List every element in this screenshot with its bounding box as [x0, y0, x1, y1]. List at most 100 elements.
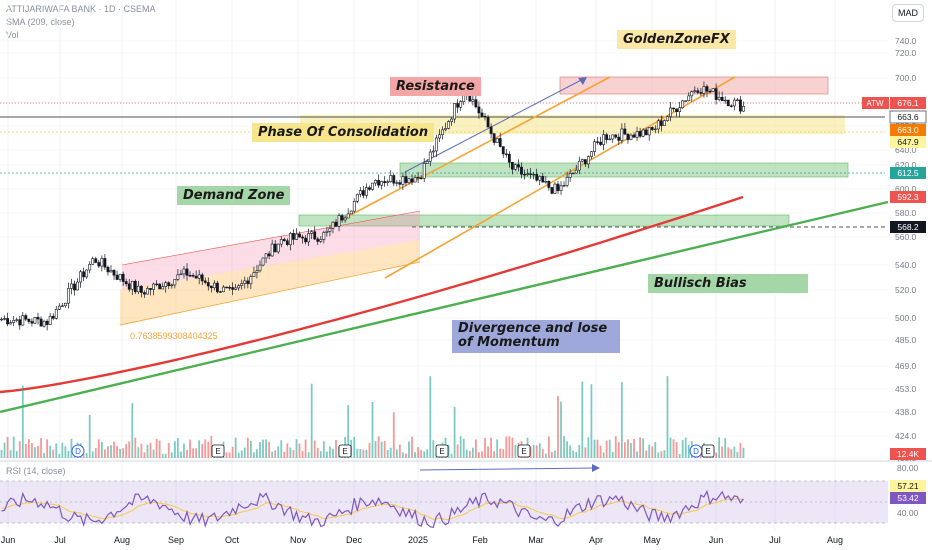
volume-bar	[24, 443, 27, 458]
volume-bar	[380, 441, 383, 458]
volume-bar	[684, 437, 687, 458]
volume-bar	[6, 436, 9, 458]
volume-bar	[100, 441, 103, 458]
candle-body	[109, 270, 113, 273]
volume-bar	[259, 442, 261, 458]
volume-bar	[107, 446, 109, 458]
volume-bar	[392, 412, 395, 458]
candle-body	[583, 159, 587, 165]
volume-bar	[271, 451, 274, 458]
earnings-marker[interactable]	[338, 444, 352, 458]
dividend-marker[interactable]	[71, 444, 85, 458]
volume-bar	[40, 438, 42, 458]
y-tick-15: 453.0	[895, 384, 917, 394]
candle-body	[139, 285, 143, 293]
candle-body	[246, 280, 250, 285]
volume-bar	[262, 439, 264, 458]
candle-body	[623, 128, 627, 135]
volume-bar	[335, 439, 337, 458]
volume-bar	[572, 450, 575, 458]
demand-zone-upper	[399, 162, 849, 178]
candle-body	[252, 272, 256, 277]
volume-bar	[116, 445, 118, 458]
candle-body	[146, 288, 149, 295]
candle-body	[234, 287, 238, 290]
volume-bar	[493, 451, 496, 458]
rsi-legend: RSI (14, close)	[6, 466, 66, 476]
volume-bar	[12, 436, 15, 458]
price-tag-bg	[890, 221, 926, 233]
candle-body	[726, 99, 730, 107]
volume-bar	[511, 437, 514, 458]
x-tick-2: Aug	[114, 535, 130, 545]
candle-body	[9, 322, 13, 325]
candle-body	[12, 320, 16, 323]
rsi-line	[1, 489, 744, 528]
volume-bar	[575, 452, 578, 458]
uptrend-line	[0, 200, 889, 414]
volume-bar	[627, 439, 629, 458]
volume-bar	[538, 443, 541, 458]
time-axis[interactable]: Jun Jul Aug Sep Oct Nov Dec 2025 Feb Mar Apr May Jun…	[1, 535, 843, 545]
volume-bar	[402, 452, 404, 458]
volume-bar	[462, 438, 465, 458]
volume-bar	[465, 449, 468, 458]
volume-bars	[0, 376, 745, 458]
candle-body	[447, 121, 450, 129]
candle-body	[185, 268, 189, 276]
candle-body	[653, 128, 657, 131]
volume-bar	[487, 446, 489, 458]
y-tick-8: 580.0	[895, 208, 917, 218]
volume-bar	[186, 449, 188, 458]
volume-bar	[411, 436, 413, 458]
volume-bar	[563, 436, 565, 458]
candle-body	[188, 275, 192, 277]
earnings-marker[interactable]	[435, 444, 449, 458]
candle-body	[167, 282, 171, 287]
earnings-marker[interactable]	[517, 444, 531, 458]
candle-body	[76, 281, 79, 291]
candle-body	[699, 92, 703, 94]
candle-body	[54, 309, 58, 319]
volume-bar	[231, 446, 234, 458]
price-tag: 647.9	[897, 137, 919, 147]
candle-body	[489, 126, 493, 134]
candle-body	[383, 181, 387, 184]
volume-bar	[715, 452, 718, 458]
volume-bar	[718, 437, 721, 458]
volume-bar	[110, 445, 112, 458]
candle-body	[523, 173, 526, 176]
arrow-head-rsi	[592, 464, 600, 472]
arrow-head-price	[578, 77, 587, 85]
volume-bar	[471, 447, 474, 458]
earnings-marker[interactable]	[701, 444, 715, 458]
volume-bar	[669, 437, 672, 458]
volume-bar	[551, 451, 553, 458]
candle-body	[164, 282, 168, 287]
volume-bar	[417, 447, 420, 458]
volume-bar	[496, 439, 499, 458]
volume-bar	[651, 446, 654, 458]
currency-button[interactable]: MAD	[892, 4, 924, 22]
candle-body	[60, 305, 64, 307]
candle-body	[556, 183, 560, 191]
volume-bar	[34, 447, 36, 458]
volume-bar	[325, 451, 328, 458]
candle-body	[535, 173, 539, 181]
y-tick-7: 600.0	[895, 184, 917, 194]
candle-body	[158, 283, 162, 290]
volume-bar	[307, 452, 310, 458]
volume-bar	[27, 439, 30, 458]
candle-body	[517, 164, 520, 168]
event-marker-label: E	[521, 447, 526, 456]
volume-bar	[268, 441, 271, 458]
candle-body	[48, 315, 52, 325]
candle-body	[240, 283, 244, 286]
candle-body	[91, 258, 95, 265]
volume-bar	[678, 453, 681, 458]
y-tick-0: 740.0	[895, 36, 917, 46]
candle-body	[495, 138, 499, 143]
earnings-marker[interactable]	[211, 444, 225, 458]
candle-body	[63, 302, 67, 307]
volume-bar	[578, 445, 581, 458]
